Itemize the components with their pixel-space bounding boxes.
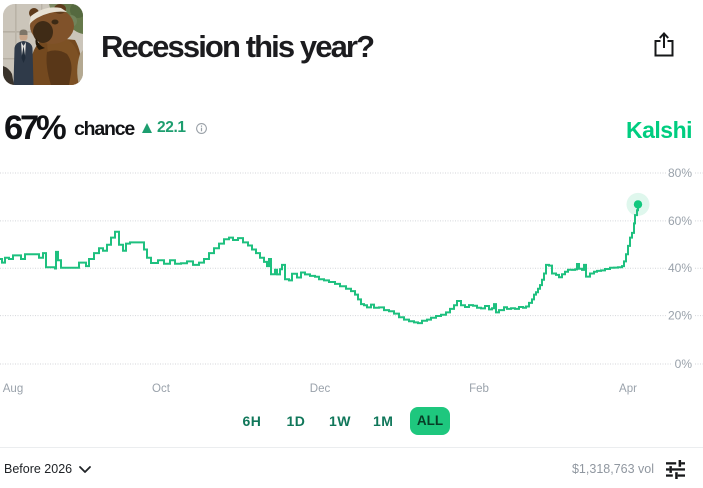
svg-text:Oct: Oct bbox=[152, 383, 171, 395]
svg-text:80%: 80% bbox=[668, 166, 692, 180]
svg-text:Feb: Feb bbox=[469, 383, 489, 395]
svg-text:0%: 0% bbox=[675, 357, 693, 371]
svg-text:20%: 20% bbox=[668, 309, 692, 323]
svg-text:0%: 0% bbox=[675, 357, 693, 371]
svg-text:60%: 60% bbox=[668, 214, 692, 228]
svg-text:40%: 40% bbox=[668, 261, 692, 275]
svg-text:40%: 40% bbox=[668, 261, 692, 275]
svg-text:60%: 60% bbox=[668, 214, 692, 228]
svg-text:80%: 80% bbox=[668, 166, 692, 180]
svg-text:Aug: Aug bbox=[3, 383, 23, 395]
svg-text:Dec: Dec bbox=[310, 383, 331, 395]
svg-text:20%: 20% bbox=[668, 309, 692, 323]
svg-text:Apr: Apr bbox=[619, 383, 637, 395]
